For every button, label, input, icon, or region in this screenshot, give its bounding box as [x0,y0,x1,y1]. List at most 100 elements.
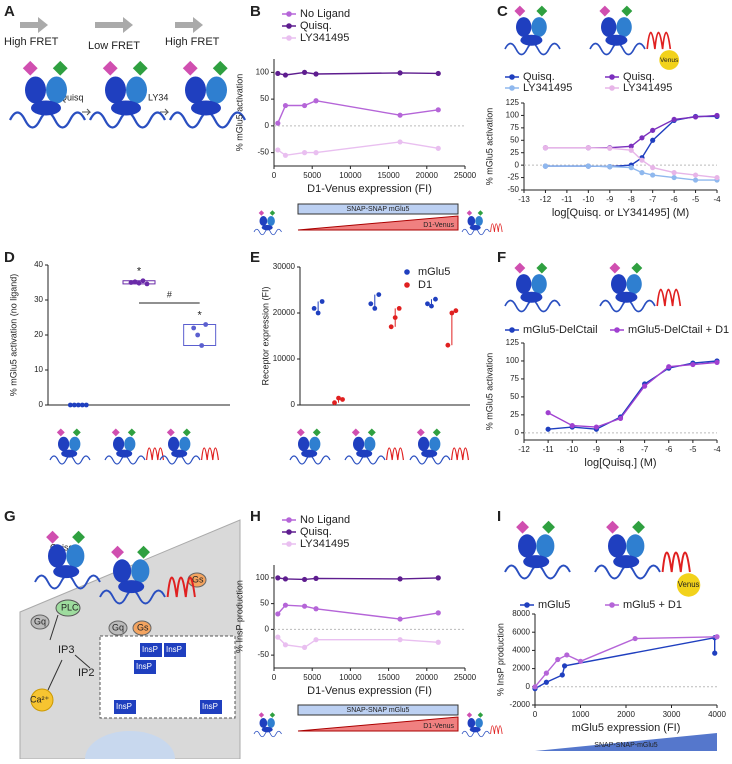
domain [25,76,46,104]
domain [516,17,532,37]
domain [116,449,133,458]
legend-marker [286,517,292,523]
data-point [639,170,645,176]
tag [52,60,68,76]
diagram-g: G Quisq PLC Gq Gq Gs Gs IP3 IP2 Ca²⁺ Ins… [4,508,241,764]
data-point [301,69,308,75]
d1 [656,288,682,307]
data-point [67,402,73,408]
domain [124,436,136,452]
domain [69,436,81,452]
data-point [282,642,289,648]
receptor-icon [88,60,167,129]
data-point [199,343,205,348]
panel-letter: F [497,249,506,266]
legend-marker [286,529,292,535]
data-point [397,139,403,145]
data-point [671,174,677,181]
domain [469,224,481,231]
domain [113,559,132,583]
y-tick-label: -2000 [510,700,531,709]
y-axis-label: % mGlu5 activation [234,74,244,152]
label: Gs [137,622,149,632]
domain [531,274,547,294]
receptor-icon [461,712,503,738]
data-point [543,670,549,676]
construct-bar [297,704,459,716]
data-point [336,395,341,401]
tag [111,428,120,437]
d1 [146,447,164,461]
data-point [301,150,308,156]
insp [200,700,222,714]
legend-marker [609,602,615,608]
domain [259,718,268,728]
tag [132,60,148,76]
d1 [451,447,469,461]
domain [301,449,318,458]
label: High FRET [165,36,220,48]
x-tick-label: -6 [671,195,679,204]
d1 [661,551,691,573]
domain [298,436,310,452]
bar-label: SNAP-SNAP mGlu5 [347,206,410,213]
x-tick-label: 10000 [339,673,362,682]
x-tick-label: 5000 [303,171,321,180]
g-protein [132,620,152,636]
domain [601,17,617,37]
domain [131,559,150,583]
legend-marker [614,327,620,333]
tag [416,428,425,437]
y-tick-label: 25 [510,148,519,157]
legend-label: LY341495 [300,538,349,550]
legend-marker [609,85,615,91]
data-point [282,72,289,78]
g-protein [30,614,50,630]
data-point [449,310,455,316]
data-point [128,280,134,285]
domain [58,436,70,452]
tag [536,262,548,274]
data-point [313,150,319,156]
tag [516,520,529,534]
data-point [132,279,138,285]
x-tick-label: -7 [649,195,657,204]
data-point [396,306,402,311]
legend-marker [286,35,292,41]
tag [72,530,85,544]
arrow [82,108,92,116]
data-point [593,424,599,430]
x-tick-label: 10000 [339,171,362,180]
insp [134,660,156,674]
data-point [628,165,634,171]
tag [56,428,65,437]
data-point [585,145,591,151]
panel-letter: D [4,249,15,266]
x-tick-label: 0 [272,171,277,180]
domain [261,224,273,231]
domain [615,291,638,303]
y-axis-label: % InsP production [495,623,505,696]
data-point [692,172,699,178]
tag [72,428,81,437]
receptor-icon: Venus [594,520,701,597]
data-point [319,299,325,304]
data-point [301,603,308,609]
domain [418,436,430,452]
y-tick-label: 125 [506,98,520,107]
data-point [650,165,656,171]
tag [127,428,136,437]
panel-letter: I [497,508,501,525]
venus [676,573,701,597]
data-point [79,402,85,408]
venus [659,50,680,70]
receptor-icon [409,428,469,465]
data-point [564,652,570,658]
domain [469,726,481,733]
y-tick-label: 10000 [273,354,296,363]
data-point [195,332,201,338]
domain [185,76,206,104]
data-point [714,634,720,640]
construct-wedge [535,733,717,751]
g-protein [108,620,128,636]
